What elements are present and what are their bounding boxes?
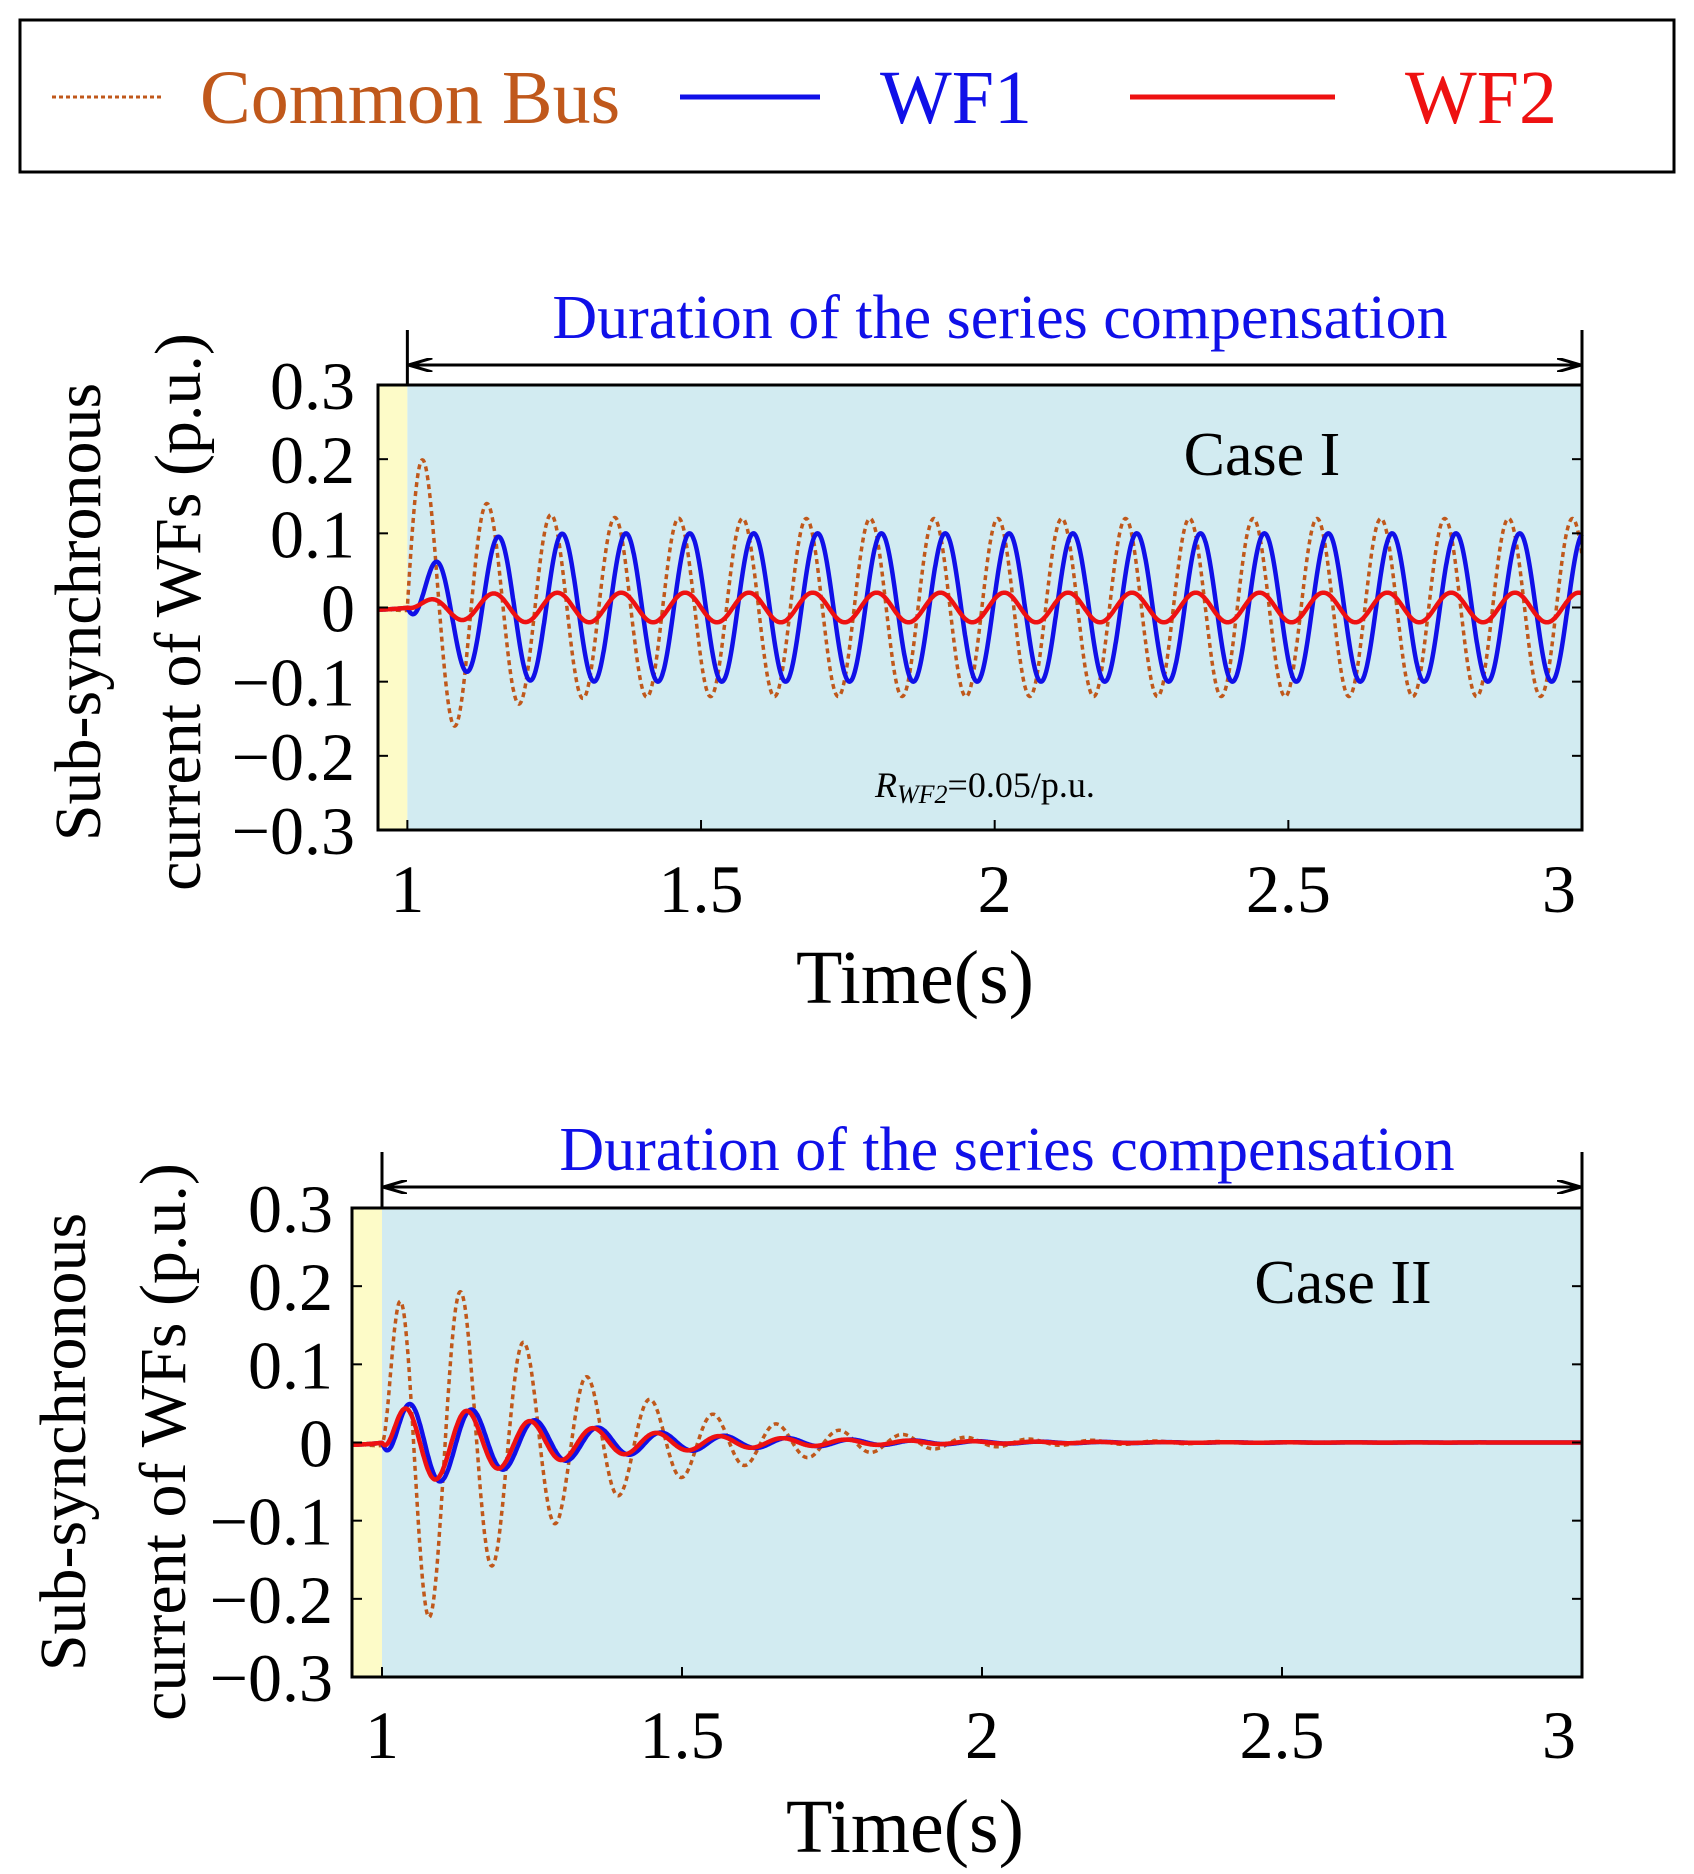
y-tick-label: −0.2 bbox=[210, 1562, 333, 1638]
plot-area-case-1: 0.30.20.10−0.1−0.2−0.3 1 1.5 2 2.5 3 bbox=[232, 348, 1584, 927]
y-tick-label: 0.1 bbox=[248, 1327, 333, 1403]
legend-label-wf1: WF1 bbox=[880, 56, 1032, 140]
compensation-annotation-case-2: Duration of the series compensation bbox=[559, 1116, 1454, 1184]
y-tick-label: −0.3 bbox=[232, 793, 355, 869]
x-axis-label-case-2: Time(s) bbox=[786, 1785, 1024, 1869]
x-tick-label: 1 bbox=[365, 1697, 399, 1773]
y-axis-label-line1-case-2: Sub-synchronous bbox=[27, 1213, 100, 1671]
compensation-annotation-case-1: Duration of the series compensation bbox=[552, 284, 1447, 352]
series-line-wf2 bbox=[350, 1406, 1584, 1482]
y-axis-label-line1-case-1: Sub-synchronous bbox=[42, 383, 115, 841]
x-tick-label: 3 bbox=[1542, 851, 1576, 927]
y-tick-label: −0.3 bbox=[210, 1640, 333, 1716]
chart-case-2: 0.30.20.10−0.1−0.2−0.3 1 1.5 2 2.5 3 Duration… bbox=[27, 1116, 1584, 1869]
y-tick-label: 0.3 bbox=[270, 348, 355, 424]
plot-area-case-2: 0.30.20.10−0.1−0.2−0.3 1 1.5 2 2.5 3 bbox=[210, 1171, 1584, 1773]
legend-label-common-bus: Common Bus bbox=[200, 56, 620, 140]
resistance-note: RWF2=0.05/p.u. bbox=[874, 765, 1095, 809]
x-tick-label: 1.5 bbox=[640, 1697, 725, 1773]
case-label-case-1: Case I bbox=[1184, 421, 1341, 489]
x-tick-label: 1 bbox=[390, 851, 424, 927]
y-axis-label-line2-case-2: current of WFs (p.u.) bbox=[127, 1163, 200, 1721]
x-tick-label: 2.5 bbox=[1240, 1697, 1325, 1773]
x-axis-label-case-1: Time(s) bbox=[796, 936, 1034, 1020]
y-tick-label: 0.1 bbox=[270, 496, 355, 572]
y-tick-label: 0 bbox=[321, 571, 355, 647]
resistance-note-value: =0.05/p.u. bbox=[948, 765, 1095, 805]
legend-label-wf2: WF2 bbox=[1405, 56, 1557, 140]
x-tick-label: 2.5 bbox=[1246, 851, 1331, 927]
y-axis-label-line2-case-1: current of WFs (p.u.) bbox=[142, 333, 215, 891]
x-tick-label: 3 bbox=[1542, 1697, 1576, 1773]
y-tick-label: −0.1 bbox=[210, 1484, 333, 1560]
y-tick-label: 0.3 bbox=[248, 1171, 333, 1247]
x-tick-label: 2 bbox=[965, 1697, 999, 1773]
resistance-note-subscript: WF2 bbox=[897, 780, 948, 809]
x-tick-label: 1.5 bbox=[659, 851, 744, 927]
y-tick-label: 0.2 bbox=[270, 422, 355, 498]
y-tick-label: −0.1 bbox=[232, 645, 355, 721]
resistance-note-symbol: R bbox=[874, 765, 897, 805]
case-label-case-2: Case II bbox=[1254, 1249, 1431, 1317]
x-tick-label: 2 bbox=[978, 851, 1012, 927]
y-tick-label: 0 bbox=[299, 1406, 333, 1482]
legend: Common Bus WF1 WF2 bbox=[18, 18, 1676, 174]
legend-box bbox=[18, 18, 1676, 174]
y-tick-label: 0.2 bbox=[248, 1249, 333, 1325]
chart-case-1: 0.30.20.10−0.1−0.2−0.3 1 1.5 2 2.5 3 Duration… bbox=[42, 284, 1584, 1020]
series-line-wf2 bbox=[376, 590, 1584, 625]
y-tick-label: −0.2 bbox=[232, 719, 355, 795]
series-line-common-bus bbox=[376, 458, 1584, 728]
